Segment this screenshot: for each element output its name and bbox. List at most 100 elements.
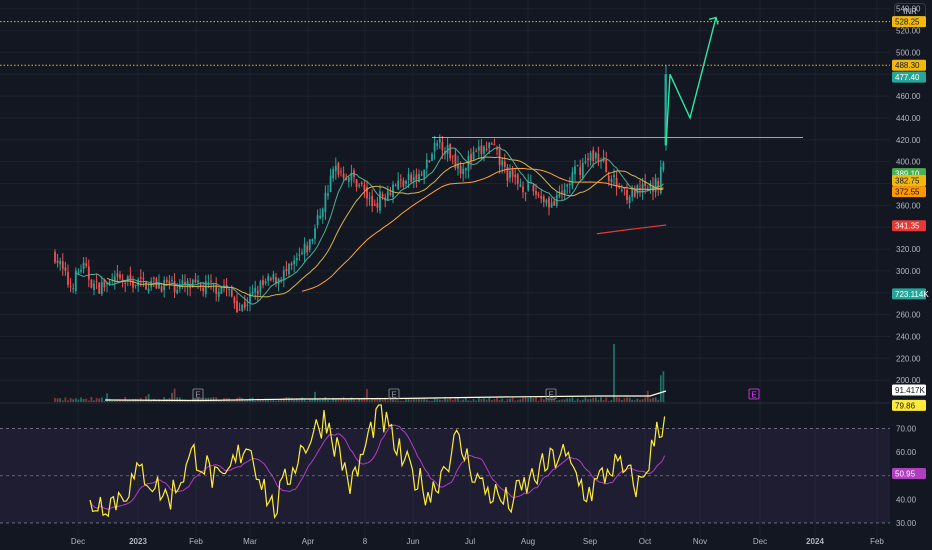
- candle-body: [579, 167, 582, 175]
- candle-body: [272, 274, 275, 280]
- earnings-event-marker: E: [545, 388, 557, 400]
- candle-body: [371, 195, 374, 207]
- candle-body: [594, 152, 597, 159]
- volume-bar: [267, 398, 270, 402]
- volume-bar: [254, 400, 257, 402]
- volume-bar: [327, 399, 329, 402]
- candle-body: [290, 263, 293, 266]
- volume-bar: [438, 399, 441, 402]
- candle-body: [332, 168, 335, 179]
- volume-bar: [189, 400, 192, 402]
- volume-bar: [64, 397, 67, 402]
- candle-body: [545, 199, 548, 204]
- volume-bar: [550, 399, 553, 402]
- price-tick-label: 440.00: [896, 114, 921, 123]
- candle-body: [249, 293, 251, 303]
- candle-body: [129, 274, 132, 282]
- time-tick-label: Dec: [753, 537, 767, 546]
- candle-body: [402, 180, 405, 187]
- volume-bar: [119, 399, 121, 402]
- candle-body: [288, 263, 290, 275]
- volume-bar: [659, 375, 662, 402]
- volume-bar: [126, 400, 129, 402]
- candle-body: [628, 196, 631, 204]
- volume-bar: [654, 397, 657, 402]
- event-marker-label: E: [391, 391, 396, 400]
- volume-bar: [594, 397, 597, 402]
- volume-bar: [639, 399, 641, 402]
- candle-body: [56, 260, 59, 263]
- volume-bar: [293, 399, 296, 402]
- candle-body: [373, 204, 376, 206]
- volume-bar: [288, 397, 290, 402]
- volume-bar: [347, 399, 350, 402]
- volume-bar: [399, 400, 402, 402]
- volume-bar: [324, 397, 327, 402]
- rsi-tick-label: 70.00: [896, 425, 917, 434]
- volume-bar: [574, 400, 576, 402]
- volume-bar: [490, 400, 493, 402]
- volume-bar: [145, 396, 147, 402]
- candle-body: [550, 202, 553, 208]
- price-badge-label: 79.86: [895, 401, 916, 410]
- time-tick-label: Jul: [465, 537, 475, 546]
- volume-bar: [150, 400, 153, 402]
- candle-body: [519, 184, 522, 187]
- indicator-lines: [75, 146, 667, 402]
- volume-bar: [106, 393, 108, 402]
- volume-bar: [566, 398, 569, 402]
- candle-body: [503, 161, 506, 167]
- price-badge-label: 341.35: [895, 222, 920, 231]
- candle-body: [207, 282, 210, 284]
- candle-body: [394, 185, 397, 187]
- candle-body: [217, 291, 220, 297]
- candle-body: [438, 138, 441, 143]
- candle-body: [363, 184, 366, 191]
- volume-bar: [290, 397, 293, 402]
- volume-bar: [319, 400, 322, 402]
- candle-body: [191, 280, 194, 288]
- volume-bar: [155, 399, 158, 402]
- candle-body: [259, 281, 262, 293]
- candle-body: [477, 146, 480, 151]
- volume-bar: [85, 398, 88, 402]
- candle-body: [220, 287, 223, 294]
- grid: [0, 0, 890, 538]
- candle-body: [454, 153, 457, 168]
- candle-body: [132, 280, 134, 288]
- volume-bar: [501, 398, 504, 402]
- candle-body: [425, 159, 428, 169]
- price-badge-box: [892, 71, 926, 83]
- candle-body: [147, 289, 150, 292]
- price-tick-label: 240.00: [896, 332, 921, 341]
- candle-body: [431, 153, 433, 161]
- volume-bar: [423, 398, 426, 402]
- candle-body: [355, 179, 358, 188]
- candle-body: [134, 284, 137, 287]
- candle-body: [308, 239, 311, 250]
- candle-body: [657, 180, 660, 190]
- event-marker-box: [545, 388, 557, 400]
- volume-bar: [402, 400, 405, 402]
- candle-body: [449, 143, 452, 159]
- volume-bar: [178, 397, 181, 402]
- volume-bar: [350, 397, 353, 402]
- volume-bar: [176, 397, 179, 402]
- volume-bar: [652, 397, 654, 402]
- candle-body: [85, 263, 88, 266]
- volume-bar: [451, 400, 454, 402]
- candle-body: [563, 189, 566, 195]
- candle-body: [462, 168, 465, 175]
- candle-body: [493, 144, 496, 146]
- volume-bar: [519, 399, 522, 402]
- candle-body: [204, 281, 207, 295]
- volume-bar: [537, 400, 540, 402]
- event-marker-box: [388, 388, 400, 400]
- candle-body: [459, 165, 462, 174]
- volume-bar: [589, 398, 592, 402]
- event-marker-box: [748, 388, 760, 400]
- candle-body: [103, 279, 106, 288]
- candle-body: [152, 277, 155, 279]
- volume-bar: [321, 399, 324, 402]
